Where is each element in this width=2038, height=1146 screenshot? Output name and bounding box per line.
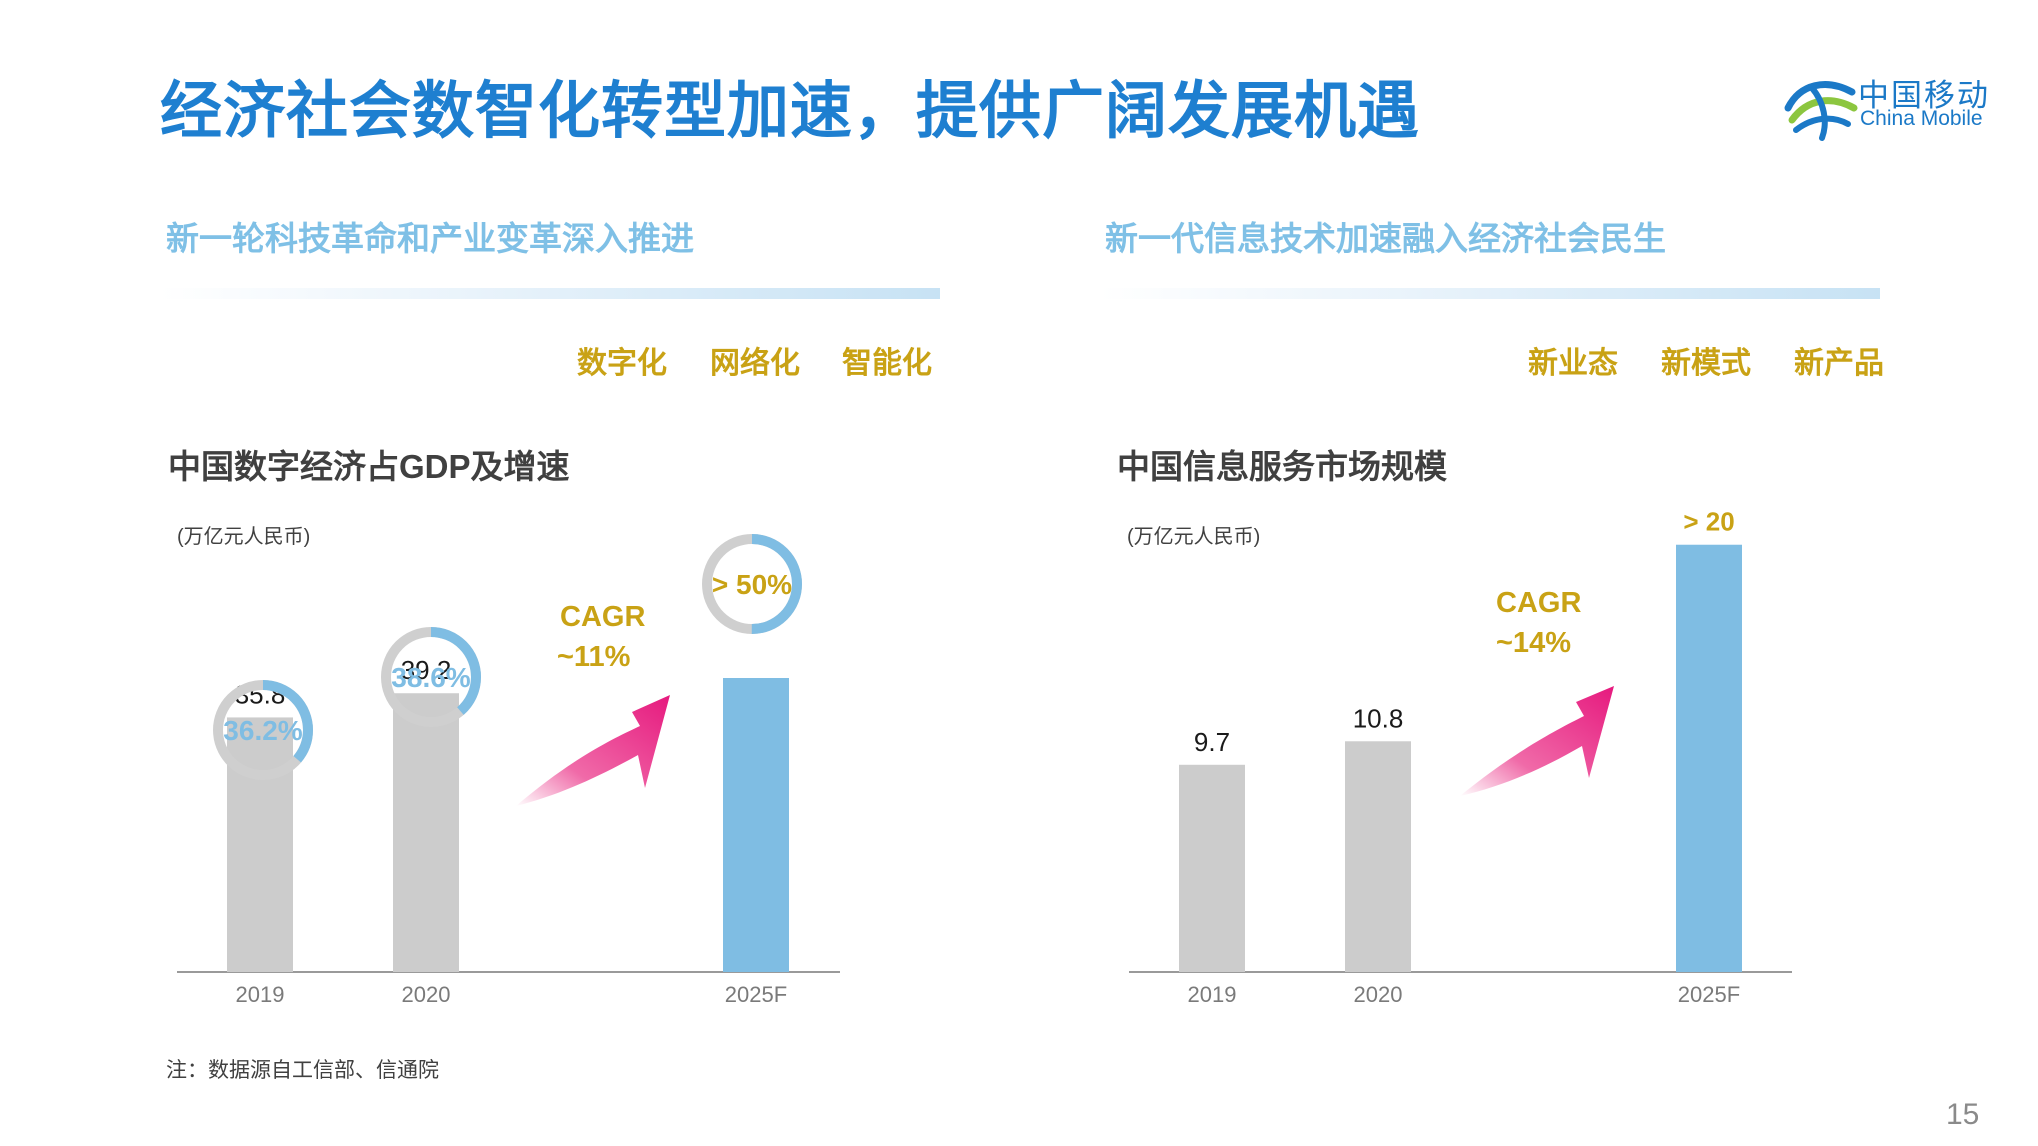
value-label-2020: 10.8 xyxy=(1353,703,1404,733)
right-chart-unit: (万亿元人民币) xyxy=(1127,526,1261,548)
logo-text-cn: 中国移动 xyxy=(1858,78,1990,113)
share-label-2025f: > 50% xyxy=(712,569,792,600)
value-label-2020: 39.2 xyxy=(401,655,452,685)
left-chart-title: 中国数字经济占GDP及增速 xyxy=(168,448,570,485)
left-section-heading: 新一轮科技革命和产业变革深入推进 xyxy=(166,220,694,257)
bar-2025f xyxy=(1676,544,1742,972)
tick-label-2025f: 2025F xyxy=(1678,982,1740,1007)
page-number: 15 xyxy=(1946,1098,1980,1131)
share-label-2019: 36.2% xyxy=(223,715,302,746)
tick-label-2025f: 2025F xyxy=(725,982,787,1007)
share-ring-fill xyxy=(702,534,802,634)
left-section-divider xyxy=(160,288,940,299)
right-growth-arrow-icon xyxy=(1460,686,1614,796)
tick-label-2020: 2020 xyxy=(1354,982,1403,1007)
right-cagr-label: CAGR xyxy=(1496,587,1581,619)
bar-2025f xyxy=(723,678,789,972)
right-section-divider xyxy=(1100,288,1880,299)
share-ring-fill xyxy=(381,627,481,727)
info-service-market-chart: 9.7 10.8 > 20 2019 2020 2025F CAGR ~14% xyxy=(1129,507,1792,1007)
value-label-2019: 9.7 xyxy=(1194,727,1230,757)
right-cagr-value: ~14% xyxy=(1496,627,1571,659)
right-keyword-new-products: 新产品 xyxy=(1794,347,1884,380)
share-label-2020: 38.6% xyxy=(391,662,470,693)
bar-2019 xyxy=(1179,764,1245,972)
left-cagr-label: CAGR xyxy=(560,601,645,633)
right-chart-title: 中国信息服务市场规模 xyxy=(1117,448,1447,485)
right-section-heading: 新一代信息技术加速融入经济社会民生 xyxy=(1105,220,1666,257)
left-cagr-value: ~11% xyxy=(557,641,631,673)
value-label-2025f: > 20 xyxy=(1683,507,1734,537)
source-note: 注：数据源自工信部、信通院 xyxy=(166,1059,439,1082)
tick-label-2019: 2019 xyxy=(1188,982,1237,1007)
bar-2020 xyxy=(1345,741,1411,972)
left-keyword-digitalization: 数字化 xyxy=(577,347,667,380)
bar-2019 xyxy=(227,717,293,972)
left-keyword-networking: 网络化 xyxy=(710,347,800,380)
tick-label-2019: 2019 xyxy=(236,982,285,1007)
page-title: 经济社会数智化转型加速，提供广阔发展机遇 xyxy=(160,77,1421,146)
tick-label-2020: 2020 xyxy=(402,982,451,1007)
right-keyword-new-formats: 新业态 xyxy=(1528,347,1618,380)
bar-2020 xyxy=(393,693,459,972)
left-growth-arrow-icon xyxy=(516,695,670,806)
left-keyword-intelligence: 智能化 xyxy=(842,347,932,380)
left-chart-unit: (万亿元人民币) xyxy=(177,526,311,548)
logo-text-en: China Mobile xyxy=(1860,107,1983,130)
right-keyword-new-models: 新模式 xyxy=(1661,347,1751,380)
share-ring-fill xyxy=(213,680,313,780)
china-mobile-logo-icon xyxy=(1784,81,1858,141)
digital-economy-chart: 35.839.2 2019 2020 2025F 36.2%38.6%> 50% C… xyxy=(177,534,840,1007)
